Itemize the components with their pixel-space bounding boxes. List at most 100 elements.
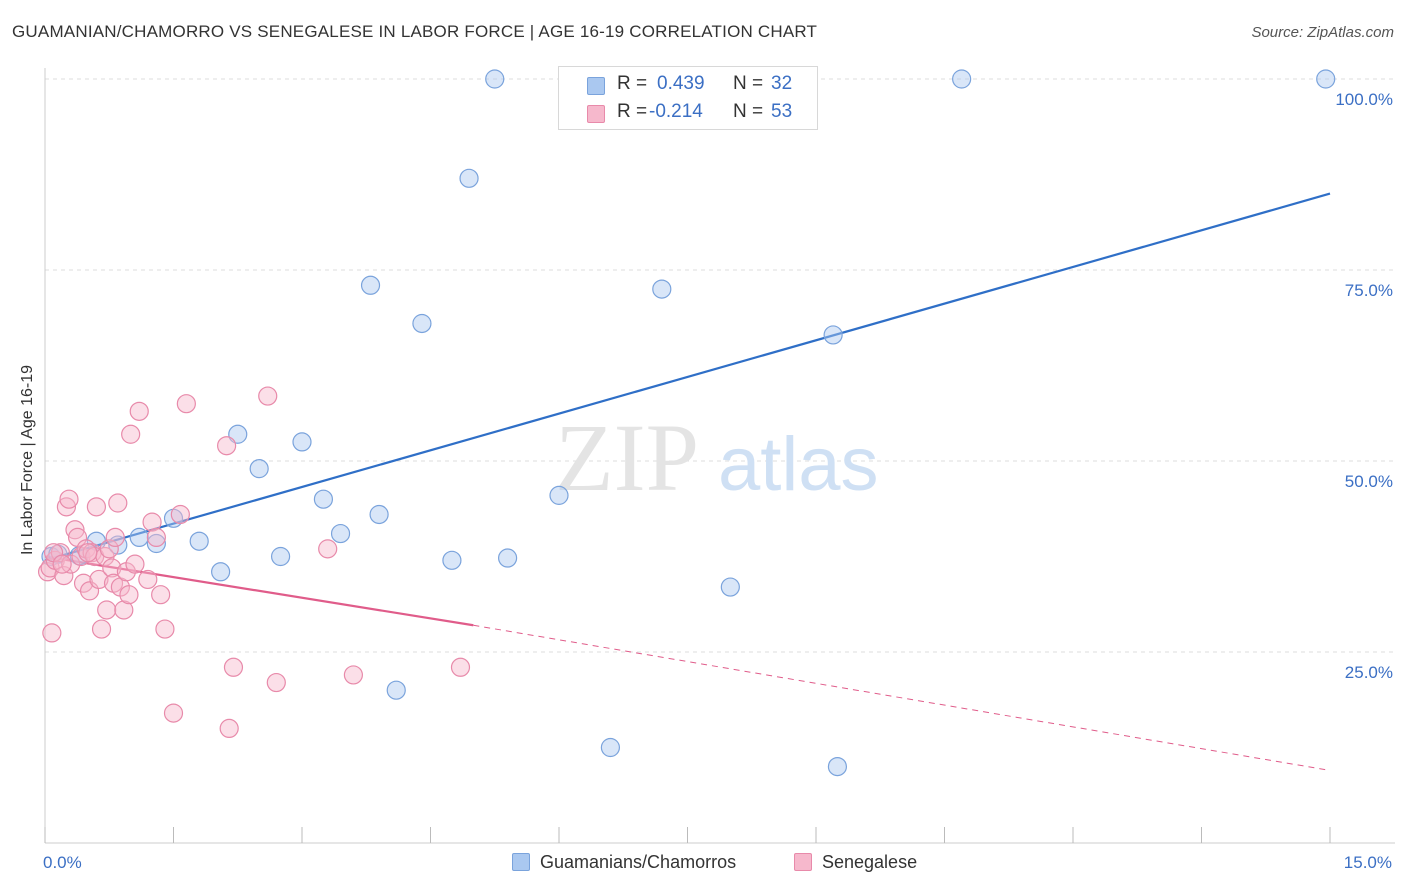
- data-point-senegalese: [99, 539, 119, 559]
- correlation-legend: R = 0.439 N = 32 R = -0.214 N = 53: [558, 66, 818, 130]
- y-tick-label: 25.0%: [1345, 663, 1393, 682]
- data-point-guamanians: [498, 548, 518, 568]
- data-point-senegalese: [163, 703, 184, 723]
- data-point-guamanians: [369, 504, 389, 525]
- legend-swatch-blue: [512, 853, 530, 871]
- data-point-guamanians: [228, 424, 248, 444]
- source-label: Source: ZipAtlas.com: [1251, 24, 1394, 41]
- axes: [44, 68, 1395, 844]
- data-point-senegalese: [170, 504, 190, 525]
- data-point-guamanians: [211, 562, 231, 582]
- x-tick-label-min: 0.0%: [43, 853, 82, 872]
- data-point-guamanians: [549, 485, 569, 505]
- data-point-senegalese: [155, 619, 175, 639]
- legend-item-guamanians: Guamanians/Chamorros: [512, 852, 736, 873]
- data-point-senegalese: [129, 401, 149, 421]
- data-point-senegalese: [78, 543, 98, 563]
- data-point-guamanians: [1316, 69, 1336, 89]
- data-point-guamanians: [442, 550, 462, 570]
- legend-n-label: N =: [733, 73, 764, 94]
- trend-line-senegalese: [473, 624, 1331, 771]
- legend-swatch-blue: [587, 77, 605, 95]
- data-point-senegalese: [108, 493, 128, 513]
- data-point-guamanians: [146, 533, 166, 554]
- legend-row-pink: R = -0.214 N = 53: [559, 101, 817, 129]
- data-point-guamanians: [292, 432, 312, 452]
- data-point-senegalese: [176, 394, 196, 414]
- legend-item-senegalese: Senegalese: [794, 852, 917, 873]
- data-point-senegalese: [258, 386, 278, 406]
- data-point-senegalese: [318, 539, 338, 559]
- data-point-guamanians: [459, 168, 479, 188]
- grid-lines: [45, 78, 1395, 653]
- data-point-guamanians: [485, 69, 505, 89]
- legend-r-value: -0.214: [649, 101, 703, 122]
- data-point-senegalese: [89, 569, 109, 590]
- legend-row-blue: R = 0.439 N = 32: [559, 73, 817, 101]
- legend-n-value: 53: [771, 101, 793, 122]
- legend-n-value: 32: [771, 73, 793, 94]
- data-point-guamanians: [952, 69, 972, 89]
- series-legend: Guamanians/Chamorros Senegalese: [0, 852, 1406, 878]
- data-point-guamanians: [313, 489, 334, 509]
- x-tick-label-max: 15.0%: [1343, 853, 1392, 872]
- watermark-atlas: atlas: [718, 422, 879, 507]
- legend-r-label: R =: [617, 101, 648, 122]
- data-point-senegalese: [217, 436, 237, 456]
- data-point-senegalese: [52, 554, 72, 574]
- data-point-senegalese: [59, 489, 79, 509]
- data-point-senegalese: [138, 569, 158, 590]
- data-point-senegalese: [223, 657, 244, 677]
- legend-label: Guamanians/Chamorros: [540, 852, 737, 872]
- data-point-senegalese: [97, 600, 117, 620]
- legend-swatch-pink: [587, 105, 605, 123]
- legend-r-label: R =: [617, 73, 648, 94]
- data-point-guamanians: [360, 275, 381, 295]
- data-point-guamanians: [827, 756, 848, 777]
- legend-n-label: N =: [733, 101, 764, 122]
- trend-line-guamanians: [44, 192, 1331, 562]
- data-point-senegalese: [102, 558, 122, 578]
- data-point-senegalese: [114, 600, 134, 620]
- data-point-guamanians: [386, 680, 406, 700]
- data-point-senegalese: [105, 527, 125, 548]
- data-point-senegalese: [219, 718, 239, 739]
- y-tick-label: 100.0%: [1335, 90, 1393, 109]
- data-point-guamanians: [129, 527, 149, 548]
- data-point-guamanians: [270, 546, 291, 567]
- legend-r-value: 0.439: [657, 73, 705, 94]
- legend-label: Senegalese: [822, 852, 918, 872]
- data-point-senegalese: [86, 497, 107, 517]
- data-point-senegalese: [65, 520, 85, 540]
- data-point-guamanians: [600, 737, 621, 758]
- data-point-senegalese: [266, 672, 286, 693]
- watermark-zip: ZIP: [555, 404, 699, 511]
- y-axis-label: In Labor Force | Age 16-19: [19, 364, 36, 556]
- data-point-senegalese: [91, 619, 112, 639]
- y-tick-labels: 25.0% 50.0% 75.0% 100.0%: [1335, 90, 1393, 682]
- data-point-senegalese: [125, 554, 145, 574]
- data-point-guamanians: [412, 313, 432, 334]
- data-point-senegalese: [450, 657, 471, 677]
- data-point-senegalese: [121, 424, 141, 444]
- watermark: ZIP atlas: [555, 404, 879, 511]
- trend-lines: [44, 192, 1331, 771]
- data-point-senegalese: [146, 527, 166, 548]
- data-point-guamanians: [249, 459, 269, 479]
- data-point-guamanians: [823, 325, 843, 345]
- data-point-senegalese: [151, 585, 171, 605]
- y-tick-label: 50.0%: [1345, 472, 1393, 491]
- data-point-senegalese: [142, 512, 162, 532]
- data-point-senegalese: [119, 585, 139, 605]
- data-point-senegalese: [73, 573, 94, 593]
- legend-swatch-pink: [794, 853, 812, 871]
- data-point-guamanians: [330, 523, 351, 544]
- data-point-senegalese: [343, 665, 363, 685]
- data-point-guamanians: [189, 531, 209, 551]
- chart-title: GUAMANIAN/CHAMORRO VS SENEGALESE IN LABO…: [12, 22, 818, 41]
- trend-line-senegalese: [44, 555, 474, 627]
- data-point-guamanians: [652, 279, 672, 299]
- data-points: [37, 69, 1336, 777]
- data-point-guamanians: [720, 577, 740, 597]
